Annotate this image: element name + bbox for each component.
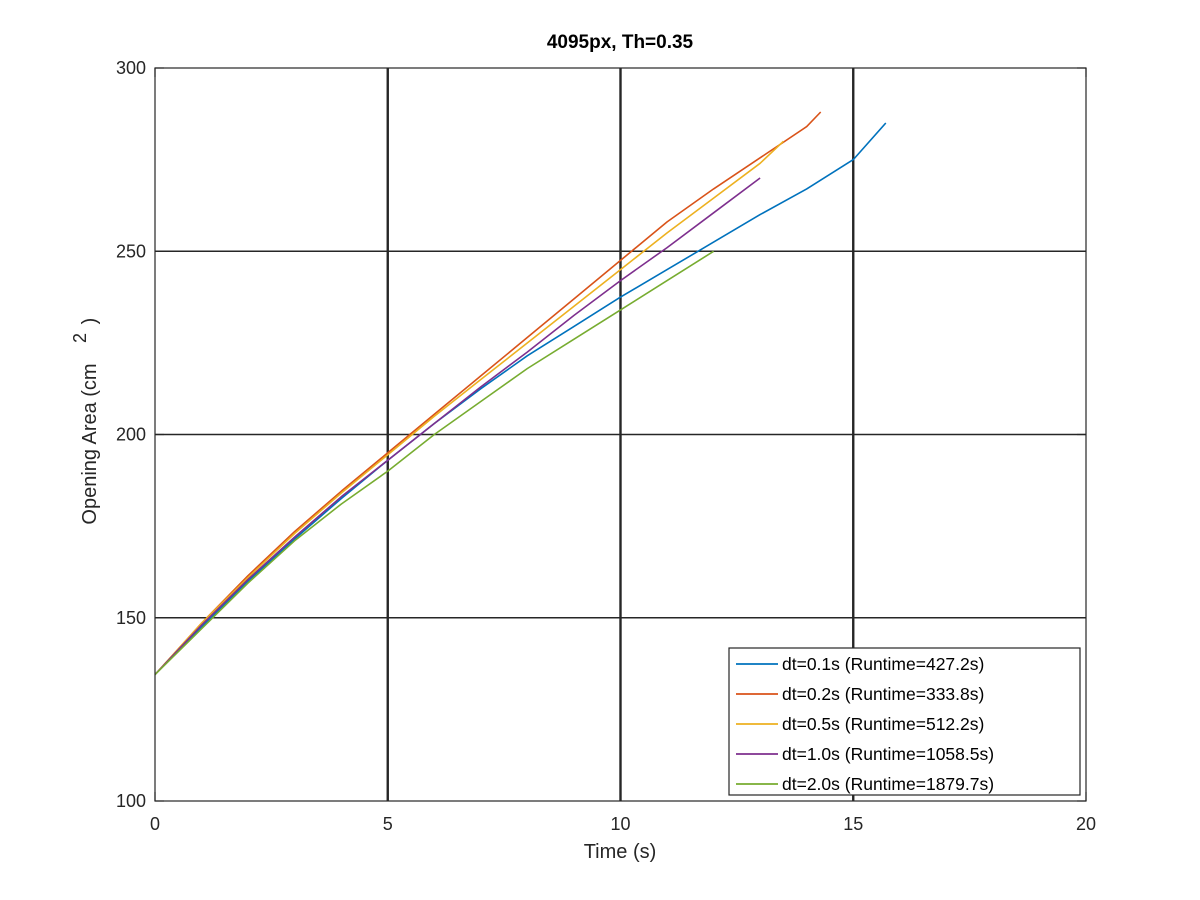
x-tick-label: 20: [1076, 814, 1096, 834]
legend-label-2: dt=0.2s (Runtime=333.8s): [782, 684, 984, 704]
axis-ticks: 0 5 10 15 20 100 150 200 250 300: [116, 58, 1096, 834]
series-line-1: [154, 122, 887, 676]
y-tick-label: 300: [116, 58, 146, 78]
legend-label-5: dt=2.0s (Runtime=1879.7s): [782, 774, 994, 794]
y-axis-label-close-paren: ): [79, 318, 101, 325]
series-lines: [154, 111, 887, 676]
series-line-4: [154, 177, 761, 676]
legend-label-4: dt=1.0s (Runtime=1058.5s): [782, 744, 994, 764]
y-tick-label: 150: [116, 608, 146, 628]
y-axis-label-group: Opening Area (cm 2 ): [70, 318, 101, 525]
series-line-2: [154, 111, 822, 676]
y-tick-label: 200: [116, 425, 146, 445]
y-axis-label: Opening Area (cm: [79, 363, 101, 524]
y-axis-label-main: Opening Area (cm: [79, 363, 101, 524]
legend: dt=0.1s (Runtime=427.2s) dt=0.2s (Runtime…: [728, 647, 1081, 796]
y-tick-label: 100: [116, 791, 146, 811]
chart-title: 4095px, Th=0.35: [547, 32, 694, 53]
legend-items: dt=0.1s (Runtime=427.2s) dt=0.2s (Runtime…: [736, 654, 994, 794]
series-line-3: [154, 140, 784, 676]
legend-label-3: dt=0.5s (Runtime=512.2s): [782, 714, 984, 734]
x-tick-label: 5: [383, 814, 393, 834]
x-axis-label: Time (s): [584, 841, 657, 863]
y-tick-label: 250: [116, 241, 146, 261]
legend-label-1: dt=0.1s (Runtime=427.2s): [782, 654, 984, 674]
legend-box: [728, 647, 1081, 796]
x-tick-label: 0: [150, 814, 160, 834]
series-line-5: [154, 250, 715, 676]
x-tick-label: 10: [610, 814, 630, 834]
x-tick-label: 15: [843, 814, 863, 834]
y-axis-label-superscript: 2: [70, 333, 90, 343]
